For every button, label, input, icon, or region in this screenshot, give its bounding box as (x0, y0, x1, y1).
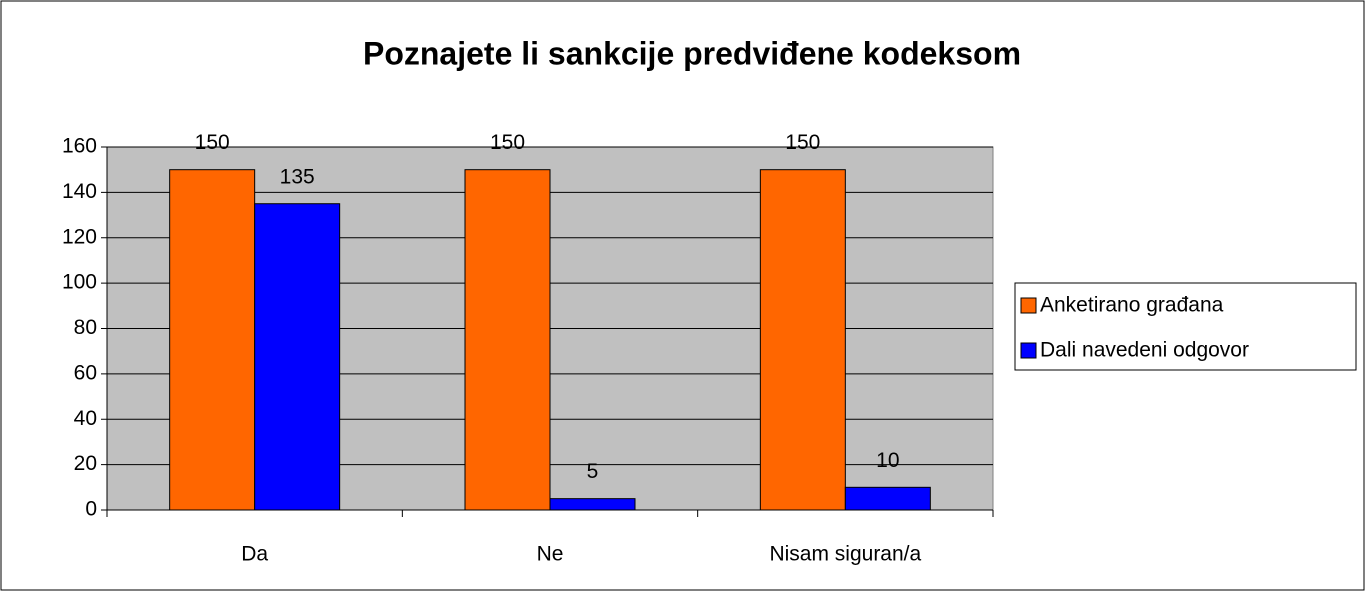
legend-label: Anketirano građana (1040, 294, 1224, 317)
y-tick-label: 100 (62, 271, 97, 294)
y-tick-label: 40 (74, 407, 97, 430)
legend-swatch (1020, 297, 1037, 314)
x-tick-label: Nisam siguran/a (769, 543, 921, 566)
data-label: 150 (490, 131, 525, 154)
chart-title: Poznajete li sankcije predviđene kodekso… (363, 35, 1021, 71)
legend (1014, 282, 1357, 371)
data-label: 10 (876, 449, 899, 472)
y-tick-label: 120 (62, 225, 97, 248)
y-tick-label: 60 (74, 361, 97, 384)
bar (844, 486, 931, 511)
bar (759, 169, 846, 511)
data-label: 5 (587, 460, 599, 483)
y-tick-label: 80 (74, 316, 97, 339)
data-label: 135 (280, 165, 315, 188)
y-tick-label: 160 (62, 135, 97, 158)
x-tick-label: Da (241, 543, 268, 566)
legend-label: Dali navedeni odgovor (1040, 339, 1249, 362)
y-tick-label: 0 (85, 498, 97, 521)
x-tick-label: Ne (537, 543, 564, 566)
bar (549, 498, 636, 511)
y-tick-label: 140 (62, 180, 97, 203)
bar (464, 169, 551, 511)
bar (254, 203, 341, 511)
bar (169, 169, 256, 511)
data-label: 150 (195, 131, 230, 154)
legend-swatch (1020, 342, 1037, 359)
y-tick-label: 20 (74, 452, 97, 475)
data-label: 150 (785, 131, 820, 154)
